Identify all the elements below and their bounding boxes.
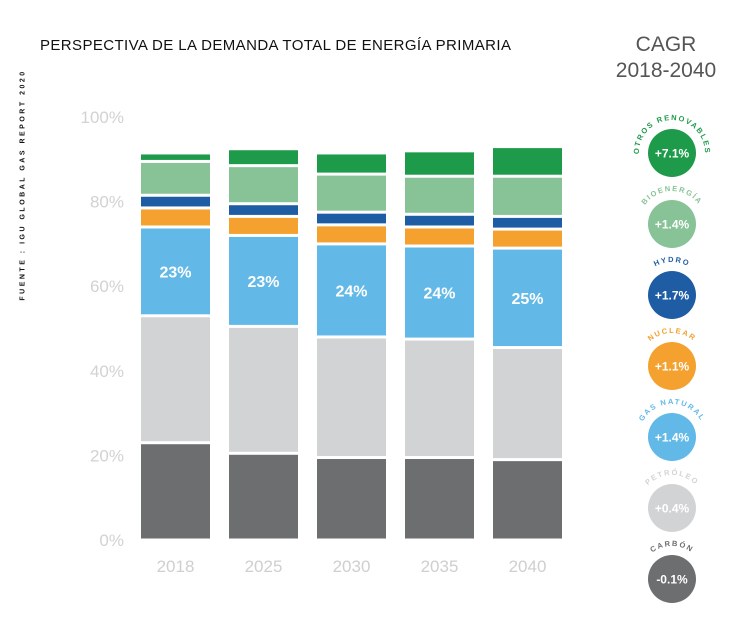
bar-segment-carbon-2035: [405, 459, 474, 539]
y-tick-label: 0%: [99, 531, 124, 550]
bar-segment-nuclear-2030: [317, 226, 386, 243]
y-tick-label: 40%: [90, 362, 124, 381]
bar-segment-bioenergia-2025: [229, 167, 298, 203]
bar-segment-gas-natural-2025: [229, 236, 298, 325]
bars: [141, 148, 562, 539]
cagr-header-line2: 2018-2040: [615, 59, 717, 82]
chart-title: PERSPECTIVA DE LA DEMANDA TOTAL DE ENERG…: [40, 37, 512, 54]
bar-segment-otros-renovables-2025: [229, 150, 298, 165]
bar-segment-gas-natural-2030: [317, 245, 386, 336]
bar-segment-bioenergia-2035: [405, 177, 474, 213]
bar-segment-hydro-2030: [317, 213, 386, 224]
y-tick-label: 100%: [81, 108, 124, 127]
x-tick-label-2035: 2035: [421, 557, 459, 576]
bar-segment-hydro-2025: [229, 205, 298, 215]
bar-segment-carbon-2040: [493, 461, 562, 539]
data-label-2040: 25%: [511, 291, 543, 308]
bar-segment-carbon-2030: [317, 459, 386, 539]
bar-segment-hydro-2040: [493, 217, 562, 228]
bar-segment-otros-renovables-2030: [317, 154, 386, 173]
bar-segment-otros-renovables-2035: [405, 152, 474, 175]
bar-segment-nuclear-2018: [141, 209, 210, 226]
bar-segment-nuclear-2025: [229, 217, 298, 234]
data-label-2018: 23%: [159, 264, 191, 281]
bar-segment-gas-natural-2035: [405, 247, 474, 338]
bar-segment-nuclear-2035: [405, 228, 474, 245]
bar-segment-petroleo-2040: [493, 349, 562, 459]
bar-segment-petroleo-2025: [229, 327, 298, 452]
x-tick-label-2030: 2030: [333, 557, 371, 576]
bar-segment-hydro-2018: [141, 196, 210, 207]
bar-segment-otros-renovables-2018: [141, 154, 210, 160]
bar-segment-petroleo-2030: [317, 338, 386, 457]
x-tick-label-2040: 2040: [509, 557, 547, 576]
bar-segment-otros-renovables-2040: [493, 148, 562, 175]
bar-segment-nuclear-2040: [493, 230, 562, 247]
cagr-header-line1: CAGR: [635, 33, 697, 56]
bar-segment-petroleo-2035: [405, 340, 474, 457]
bar-segment-carbon-2018: [141, 444, 210, 539]
bar-segment-petroleo-2018: [141, 317, 210, 442]
bar-segment-hydro-2035: [405, 215, 474, 226]
bar-segment-bioenergia-2040: [493, 177, 562, 215]
y-tick-label: 60%: [90, 277, 124, 296]
x-tick-label-2025: 2025: [245, 557, 283, 576]
bar-segment-bioenergia-2030: [317, 175, 386, 211]
data-labels: 23% 23% 24% 24% 25%: [159, 264, 543, 307]
x-axis: 2018 2025 2030 2035 2040: [157, 557, 547, 576]
bar-segment-gas-natural-2040: [493, 249, 562, 347]
data-label-2035: 24%: [423, 286, 455, 303]
bar-segment-carbon-2025: [229, 454, 298, 539]
x-tick-label-2018: 2018: [157, 557, 195, 576]
data-label-2025: 23%: [247, 274, 279, 291]
y-tick-label: 80%: [90, 193, 124, 212]
bar-segment-bioenergia-2018: [141, 162, 210, 194]
data-label-2030: 24%: [335, 283, 367, 300]
y-tick-label: 20%: [90, 446, 124, 465]
bar-segment-gas-natural-2018: [141, 228, 210, 315]
y-axis: 0% 20% 40% 60% 80% 100%: [81, 108, 124, 550]
cagr-header: CAGR 2018-2040: [596, 32, 736, 84]
